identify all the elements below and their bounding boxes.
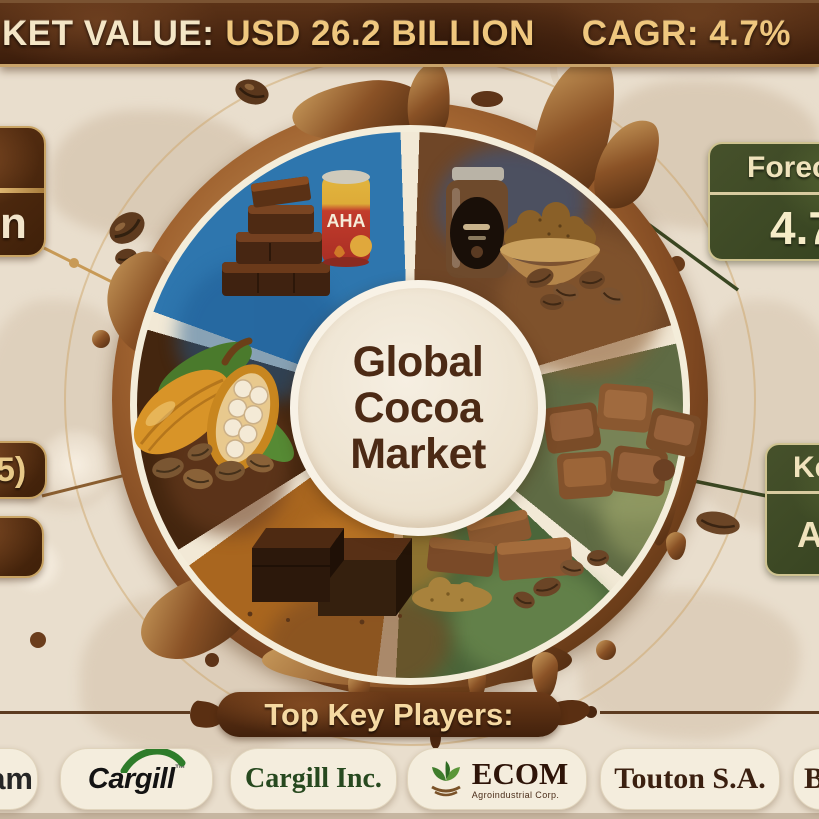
- player-label: B: [804, 762, 819, 795]
- bottom-shadow: [0, 813, 819, 819]
- banner-line-left: [0, 711, 190, 714]
- chocolate-drop: [30, 632, 46, 648]
- chocolate-drop: [471, 91, 503, 107]
- player-label: Cargill: [87, 762, 175, 795]
- coffee-bean: [235, 79, 269, 105]
- segment-texture: [452, 562, 607, 677]
- top-key-players-label: Top Key Players:: [264, 696, 514, 732]
- segment-texture: [602, 467, 683, 562]
- key-player-olam: am: [0, 748, 38, 810]
- top-key-players-banner: Top Key Players:: [217, 692, 561, 737]
- divider: [0, 188, 44, 193]
- market-value-text: KET VALUE: USD 26.2 BILLION: [2, 14, 535, 54]
- cargill-logotype: Cargill™: [87, 748, 186, 796]
- player-label: Touton S.A.: [614, 762, 766, 795]
- player-sublabel: Agroindustrial Corp.: [471, 790, 560, 800]
- left-top-callout-upper: 0: [0, 128, 44, 188]
- player-label: Cargill Inc.: [245, 763, 382, 794]
- wheel-center-title: Global Cocoa Market: [290, 280, 546, 536]
- right-top-callout-lower: 4.7: [770, 201, 819, 254]
- player-label: ECOM: [471, 756, 569, 791]
- cargill-leaf-swoosh-icon: [120, 748, 186, 773]
- key-player-ecom: ECOM Agroindustrial Corp.: [407, 748, 587, 810]
- key-player-partial: B: [793, 748, 819, 810]
- right-top-callout: Foreca 4.7: [708, 142, 819, 261]
- market-value-amount: USD 26.2 BILLION: [225, 13, 535, 53]
- key-player-touton: Touton S.A.: [600, 748, 780, 810]
- left-top-callout-lower: n: [0, 199, 27, 248]
- splash-drop: [596, 640, 616, 660]
- right-top-callout-upper: Foreca: [747, 151, 819, 184]
- banner-drip: [430, 732, 441, 749]
- left-middle-callout: 5): [0, 441, 47, 499]
- left-top-callout: 0 n: [0, 126, 46, 257]
- ecom-logotype: ECOM Agroindustrial Corp.: [472, 758, 568, 800]
- divider: [710, 192, 819, 195]
- left-lower-callout: [0, 516, 44, 578]
- right-middle-callout-lower: A: [767, 494, 819, 574]
- connector-drop: [69, 258, 79, 268]
- market-stats-banner: KET VALUE: USD 26.2 BILLION CAGR: 4.7%: [0, 0, 819, 67]
- splash-drop: [92, 330, 110, 348]
- light-glow: [40, 430, 110, 500]
- title-line: Cocoa: [353, 384, 483, 432]
- ecom-leaf-icon: [431, 761, 461, 797]
- key-player-cargill-inc: Cargill Inc.: [230, 748, 397, 810]
- segment-texture: [165, 390, 290, 535]
- player-label: am: [0, 761, 33, 796]
- splash-drip: [666, 532, 686, 560]
- key-player-cargill-logo: Cargill™: [60, 748, 213, 810]
- market-value-label: KET VALUE:: [2, 13, 215, 53]
- title-line: Market: [350, 430, 486, 478]
- title-line: Global: [352, 338, 484, 386]
- right-middle-callout-upper: Ke: [793, 451, 819, 484]
- banner-line-right: [600, 711, 819, 714]
- trademark-symbol: ™: [174, 762, 186, 775]
- divider: [767, 491, 819, 494]
- right-middle-callout: Ke A: [765, 443, 819, 576]
- segment-texture: [265, 590, 450, 678]
- cagr-text: CAGR: 4.7%: [581, 13, 791, 53]
